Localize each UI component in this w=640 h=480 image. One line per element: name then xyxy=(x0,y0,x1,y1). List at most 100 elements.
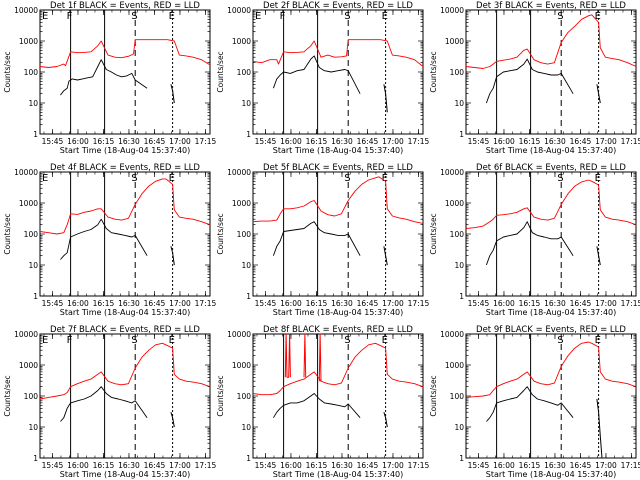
x-tick-label: 17:15 xyxy=(621,461,640,470)
interval-marker-label: E xyxy=(595,335,601,346)
x-tick-label: 16:45 xyxy=(144,299,166,308)
events-black-tail xyxy=(596,398,603,459)
panel-7: Det 7f BLACK = Events, RED = LLD 1 10 100 10… xyxy=(3,325,216,479)
y-tick-label: 10000 xyxy=(227,6,251,15)
x-tick-label: 16:15 xyxy=(306,137,328,146)
x-tick-label: 16:00 xyxy=(280,137,302,146)
panel-title: Det 3f BLACK = Events, RED = LLD xyxy=(476,1,626,11)
x-tick-label: 16:30 xyxy=(544,299,566,308)
y-tick-label: 10000 xyxy=(14,168,38,177)
x-tick-label: 16:30 xyxy=(118,299,140,308)
x-tick-label: 16:15 xyxy=(519,137,541,146)
panel-title: Det 4f BLACK = Events, RED = LLD xyxy=(50,163,200,173)
events-black-series xyxy=(60,386,148,422)
lld-red-series xyxy=(39,178,211,235)
y-tick-label: 10 xyxy=(28,99,38,108)
x-tick-label: 16:15 xyxy=(519,461,541,470)
y-tick-label: 1 xyxy=(33,130,38,139)
y-tick-label: 10000 xyxy=(14,6,38,15)
interval-marker-label: E xyxy=(169,335,175,346)
interval-marker-label: E xyxy=(255,11,261,22)
panel-3: Det 3f BLACK = Events, RED = LLD 1 10 100 10… xyxy=(429,1,640,155)
x-tick-label: 16:00 xyxy=(493,299,515,308)
interval-marker-label: S xyxy=(131,173,137,184)
x-tick-label: 16:30 xyxy=(544,137,566,146)
interval-marker-label: E xyxy=(169,173,175,184)
y-axis-label: Counts/sec xyxy=(216,213,225,254)
y-tick-label: 10 xyxy=(241,261,251,270)
y-tick-label: 10 xyxy=(28,261,38,270)
y-tick-label: 1 xyxy=(459,292,464,301)
events-black-series xyxy=(486,386,574,422)
x-tick-label: 16:15 xyxy=(519,299,541,308)
x-axis-label: Start Time (18-Aug-04 15:37:40) xyxy=(486,308,617,317)
x-tick-label: 16:00 xyxy=(280,461,302,470)
y-tick-label: 1 xyxy=(459,454,464,463)
y-tick-label: 10 xyxy=(454,99,464,108)
y-tick-label: 100 xyxy=(237,68,252,77)
x-tick-label: 16:30 xyxy=(544,461,566,470)
x-tick-label: 16:30 xyxy=(118,137,140,146)
x-axis-label: Start Time (18-Aug-04 15:37:40) xyxy=(60,470,191,479)
x-tick-label: 15:45 xyxy=(468,461,490,470)
x-axis-label: Start Time (18-Aug-04 15:37:40) xyxy=(60,308,191,317)
x-tick-label: 17:15 xyxy=(195,137,217,146)
y-tick-label: 1 xyxy=(246,454,251,463)
interval-marker-label: S xyxy=(344,11,350,22)
y-tick-label: 100 xyxy=(24,68,39,77)
x-axis-label: Start Time (18-Aug-04 15:37:40) xyxy=(486,470,617,479)
plot-frame xyxy=(252,333,424,459)
events-black-series xyxy=(485,58,574,104)
x-axis-label: Start Time (18-Aug-04 15:37:40) xyxy=(273,470,404,479)
x-tick-label: 17:00 xyxy=(382,461,404,470)
panel-2: Det 2f BLACK = Events, RED = LLD 1 10 100 10… xyxy=(216,1,429,155)
y-tick-label: 100 xyxy=(450,392,465,401)
plot-frame xyxy=(39,171,211,297)
x-tick-label: 16:45 xyxy=(357,299,379,308)
x-tick-label: 16:45 xyxy=(357,137,379,146)
x-tick-label: 17:00 xyxy=(169,461,191,470)
interval-marker-label: E xyxy=(169,11,175,22)
lld-red-spike xyxy=(303,333,307,378)
x-tick-label: 16:00 xyxy=(280,299,302,308)
x-tick-label: 15:45 xyxy=(255,137,277,146)
y-tick-label: 1000 xyxy=(232,361,251,370)
x-tick-label: 17:15 xyxy=(408,137,430,146)
y-tick-label: 10 xyxy=(241,423,251,432)
events-black-series xyxy=(272,221,361,256)
x-tick-label: 16:15 xyxy=(93,461,115,470)
lld-red-series xyxy=(465,179,637,229)
x-tick-label: 16:45 xyxy=(570,137,592,146)
x-tick-label: 16:00 xyxy=(67,461,89,470)
lld-red-spike xyxy=(318,333,322,382)
y-axis-label: Counts/sec xyxy=(429,213,438,254)
y-tick-label: 10 xyxy=(28,423,38,432)
interval-marker-label: F xyxy=(67,11,73,22)
interval-marker-label: E xyxy=(595,173,601,184)
x-tick-label: 16:30 xyxy=(331,137,353,146)
y-tick-label: 100 xyxy=(237,392,252,401)
x-tick-label: 16:45 xyxy=(144,137,166,146)
interval-marker-label: E xyxy=(595,11,601,22)
events-black-series xyxy=(60,59,148,96)
y-tick-label: 1000 xyxy=(445,361,464,370)
x-axis-label: Start Time (18-Aug-04 15:37:40) xyxy=(273,146,404,155)
interval-marker-label: E xyxy=(382,173,388,184)
x-tick-label: 16:45 xyxy=(144,461,166,470)
x-axis-label: Start Time (18-Aug-04 15:37:40) xyxy=(273,308,404,317)
plot-frame xyxy=(465,9,637,135)
y-tick-label: 100 xyxy=(450,230,465,239)
x-tick-label: 15:45 xyxy=(42,137,64,146)
y-tick-label: 1000 xyxy=(19,361,38,370)
panel-5: Det 5f BLACK = Events, RED = LLD 1 10 100 10… xyxy=(216,163,429,317)
events-black-tail xyxy=(596,246,601,266)
y-tick-label: 1000 xyxy=(19,199,38,208)
y-tick-label: 10000 xyxy=(14,330,38,339)
events-black-tail xyxy=(596,84,601,104)
events-black-series xyxy=(272,55,361,94)
interval-marker-label: S xyxy=(557,11,563,22)
interval-marker-label: F xyxy=(67,335,73,346)
y-tick-label: 10 xyxy=(454,423,464,432)
y-tick-label: 10 xyxy=(241,99,251,108)
